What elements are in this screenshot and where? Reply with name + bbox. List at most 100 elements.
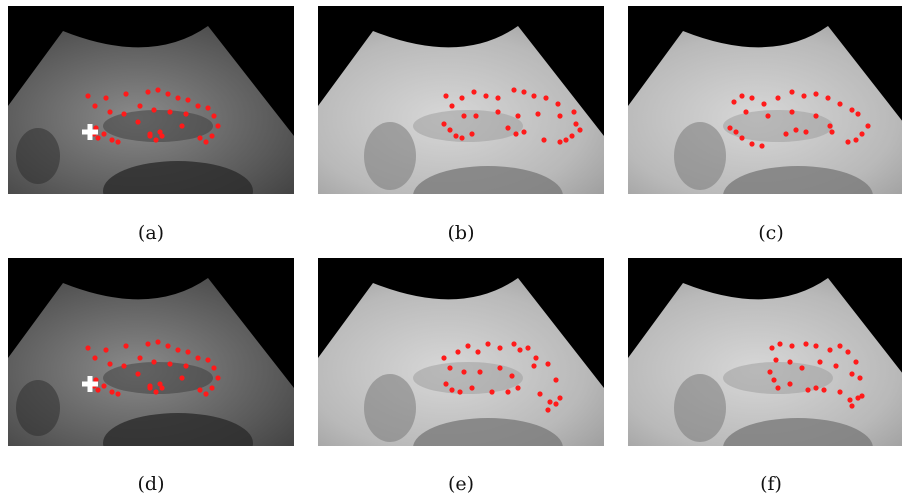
landmark-dot — [511, 341, 517, 347]
landmark-dot — [155, 339, 161, 345]
landmark-dot — [557, 139, 563, 145]
landmark-dot — [769, 345, 775, 351]
ultrasound-image-b — [318, 6, 604, 194]
landmark-dot — [85, 93, 91, 99]
landmark-dot — [731, 99, 737, 105]
caption-d: (d) — [137, 473, 165, 495]
landmark-dot — [803, 129, 809, 135]
landmark-dot — [203, 139, 209, 145]
landmark-dot — [147, 383, 153, 389]
landmark-dot — [101, 131, 107, 137]
landmark-dot — [157, 381, 163, 387]
landmark-dot — [443, 381, 449, 387]
landmark-dot — [847, 397, 853, 403]
landmark-dot — [477, 369, 483, 375]
landmark-dot — [457, 389, 463, 395]
landmark-dot — [461, 113, 467, 119]
landmark-dot — [837, 101, 843, 107]
landmark-dot — [155, 87, 161, 93]
landmark-dot — [771, 377, 777, 383]
landmark-dot — [513, 131, 519, 137]
landmark-dot — [453, 133, 459, 139]
landmark-dot — [801, 93, 807, 99]
landmark-dot — [545, 407, 551, 413]
landmark-dot — [813, 385, 819, 391]
landmark-dot — [197, 387, 203, 393]
landmark-dot — [775, 385, 781, 391]
ultrasound-image-d — [8, 258, 294, 446]
landmark-dot — [135, 371, 141, 377]
landmark-dot — [789, 89, 795, 95]
landmark-dot — [441, 121, 447, 127]
landmark-dot — [571, 109, 577, 115]
landmark-dot — [447, 127, 453, 133]
landmark-dot — [569, 133, 575, 139]
landmark-dot — [749, 141, 755, 147]
landmark-dot — [849, 371, 855, 377]
landmark-dot — [179, 375, 185, 381]
landmark-dot — [849, 107, 855, 113]
landmark-dot — [473, 113, 479, 119]
landmark-dot — [123, 343, 129, 349]
cross-marker-icon — [82, 124, 98, 140]
landmark-dot — [455, 349, 461, 355]
landmark-dot — [859, 393, 865, 399]
landmark-dot — [789, 343, 795, 349]
landmark-dot — [121, 111, 127, 117]
landmark-dot — [495, 95, 501, 101]
landmark-dot — [167, 109, 173, 115]
landmark-dot — [209, 385, 215, 391]
landmark-dot — [459, 95, 465, 101]
landmark-dot — [495, 109, 501, 115]
landmark-dot — [183, 363, 189, 369]
landmark-dot — [533, 355, 539, 361]
landmark-dot — [825, 95, 831, 101]
landmark-dot — [857, 375, 863, 381]
landmark-dot — [151, 107, 157, 113]
landmark-dot — [803, 341, 809, 347]
landmark-dot — [153, 389, 159, 395]
landmark-dot — [175, 95, 181, 101]
landmark-dot — [805, 387, 811, 393]
landmark-dot — [573, 121, 579, 127]
landmark-dot — [101, 383, 107, 389]
landmark-dot — [465, 343, 471, 349]
landmark-dot — [109, 137, 115, 143]
landmark-dot — [577, 127, 583, 133]
landmark-dot — [827, 347, 833, 353]
caption-f: (f) — [760, 473, 782, 495]
landmark-dot — [489, 389, 495, 395]
landmark-dot — [95, 135, 101, 141]
landmark-dot — [855, 395, 861, 401]
ultrasound-panel-c — [628, 6, 902, 194]
landmark-dot — [175, 347, 181, 353]
landmark-dot — [543, 95, 549, 101]
landmark-dot — [783, 131, 789, 137]
landmark-dot — [517, 347, 523, 353]
landmark-dot — [775, 95, 781, 101]
landmark-dot — [109, 389, 115, 395]
landmark-dot — [817, 359, 823, 365]
ultrasound-panel-d — [8, 258, 294, 446]
landmark-dot — [449, 387, 455, 393]
landmark-dot — [787, 381, 793, 387]
landmark-dot — [471, 89, 477, 95]
landmark-dot — [115, 139, 121, 145]
landmark-dot — [787, 359, 793, 365]
landmark-dot — [95, 387, 101, 393]
landmark-dot — [135, 119, 141, 125]
landmark-dot — [799, 365, 805, 371]
landmark-dot — [531, 363, 537, 369]
landmark-dot — [537, 391, 543, 397]
ultrasound-panel-b — [318, 6, 604, 194]
landmark-dot — [739, 135, 745, 141]
landmark-dot — [215, 375, 221, 381]
landmark-dot — [535, 111, 541, 117]
landmark-dot — [159, 385, 165, 391]
landmark-dot — [497, 345, 503, 351]
landmark-dot — [853, 359, 859, 365]
landmark-dot — [547, 399, 553, 405]
landmark-dot — [545, 361, 551, 367]
landmark-dot — [515, 113, 521, 119]
landmark-dot — [789, 109, 795, 115]
